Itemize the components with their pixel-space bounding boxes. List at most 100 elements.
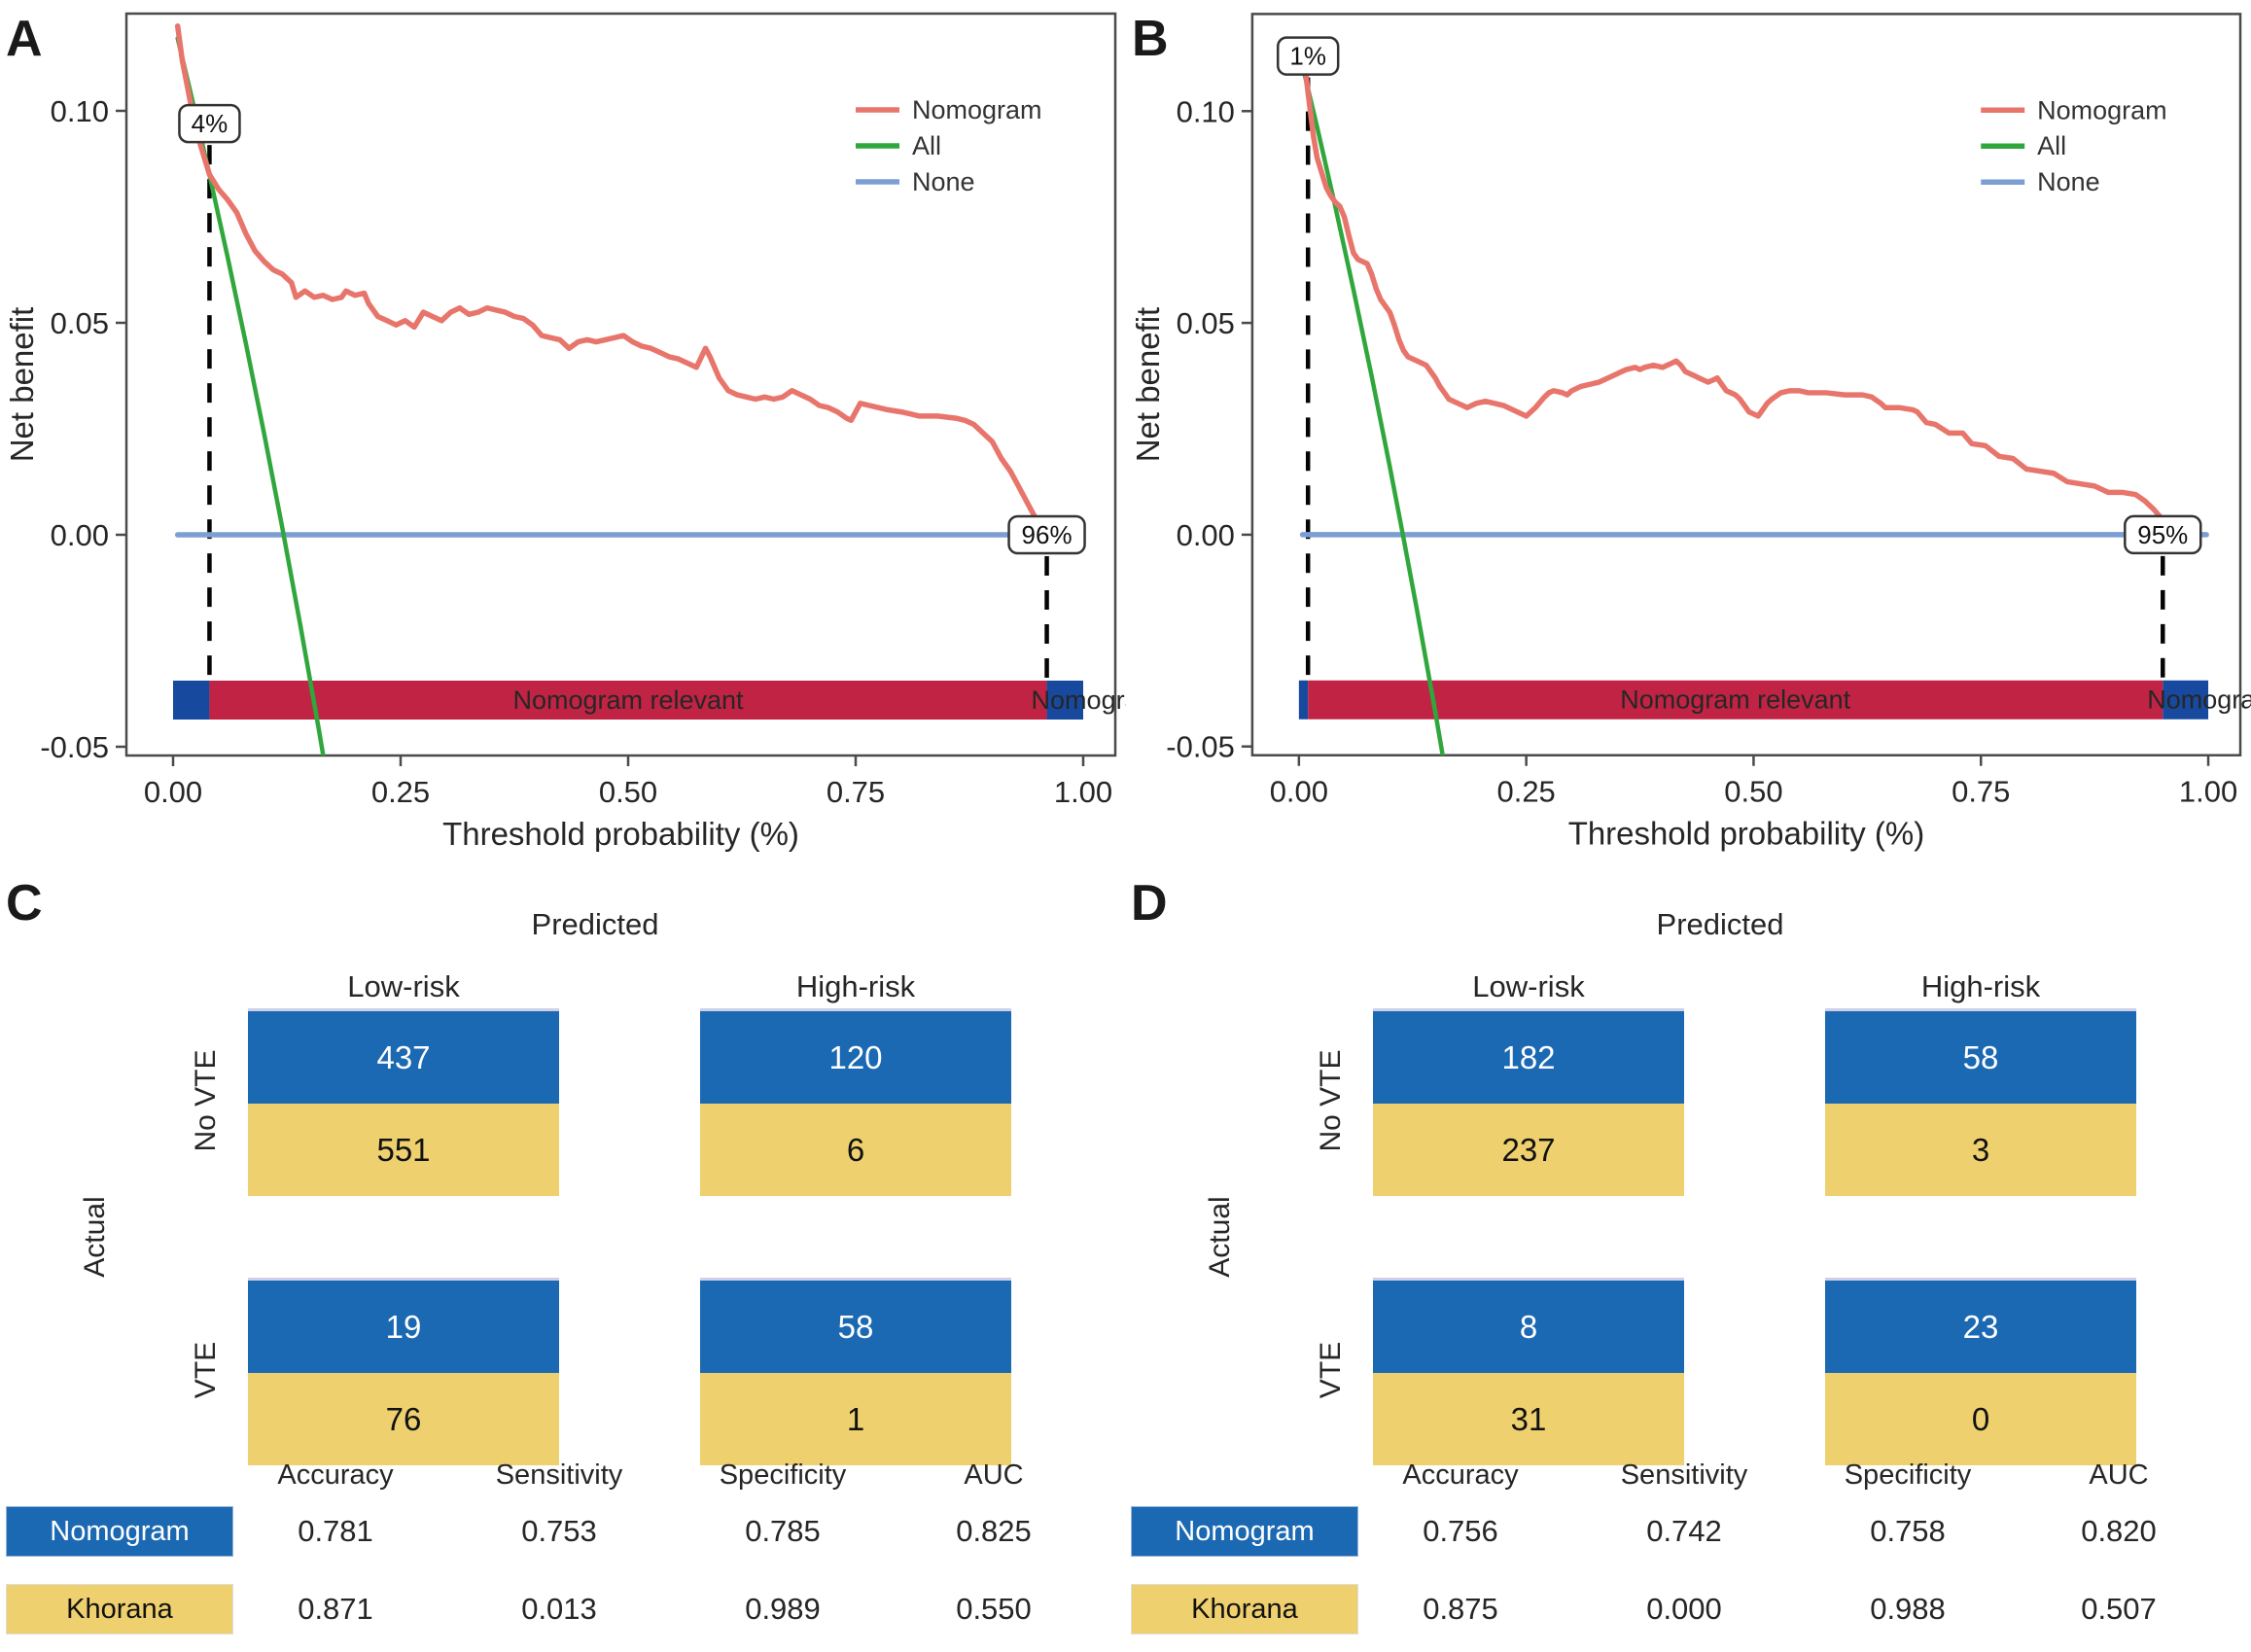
- svg-text:4%: 4%: [192, 109, 229, 138]
- band-relevant-label: Nomogram relevant: [1620, 685, 1850, 715]
- column-header-low-risk: Low-risk: [1472, 969, 1585, 1003]
- khorana-sensitivity: 0.013: [521, 1592, 597, 1626]
- nomogram-count: 437: [248, 1008, 559, 1104]
- cell-novte-highrisk: 120 6: [700, 1008, 1011, 1196]
- svg-text:0.00: 0.00: [1270, 775, 1328, 809]
- svg-text:0.05: 0.05: [51, 306, 109, 340]
- svg-text:0.25: 0.25: [1497, 775, 1556, 809]
- svg-text:1.00: 1.00: [2179, 775, 2237, 809]
- nomogram-accuracy: 0.781: [298, 1514, 373, 1548]
- nomogram-count: 8: [1373, 1278, 1684, 1373]
- metric-header-auc: AUC: [2089, 1459, 2149, 1491]
- khorana-specificity: 0.989: [745, 1592, 821, 1626]
- nomogram-count: 120: [700, 1008, 1011, 1104]
- svg-text:0.75: 0.75: [827, 775, 885, 809]
- svg-text:-0.05: -0.05: [1166, 730, 1235, 764]
- panel-label-c: C: [6, 875, 43, 931]
- nomogram-curve: [1299, 40, 2166, 523]
- threshold-annotation-low: 1%: [1276, 36, 1340, 76]
- actual-axis-label: Actual: [1204, 1196, 1236, 1278]
- khorana-auc: 0.550: [956, 1592, 1032, 1626]
- legend-label-none: None: [912, 167, 975, 196]
- svg-text:0.10: 0.10: [1177, 94, 1235, 128]
- column-header-high-risk: High-risk: [1920, 969, 2041, 1003]
- nomogram-badge: Nomogram: [6, 1506, 233, 1557]
- metric-header-auc: AUC: [964, 1459, 1024, 1491]
- decision-curve-chart-b: 0.10 0.05 0.00 -0.05 0.00 0.25 0.50 0.75 1.00 Net…: [1130, 13, 2251, 852]
- row-header-no-vte: No VTE: [1315, 1049, 1347, 1152]
- nomogram-count: 58: [1825, 1008, 2136, 1104]
- khorana-count: 237: [1373, 1104, 1684, 1196]
- threshold-annotation-high: 96%: [1007, 514, 1086, 555]
- metric-header-specificity: Specificity: [719, 1459, 847, 1491]
- cell-novte-lowrisk: 437 551: [248, 1008, 559, 1196]
- nomogram-badge: Nomogram: [1131, 1506, 1358, 1557]
- threshold-annotation-high: 95%: [2124, 514, 2202, 555]
- decision-curve-row: A 0.10 0.05 0.00 -0.05 0.00 0.25 0.50 0.75 1.00 N…: [0, 0, 2251, 865]
- legend-label-all: All: [912, 131, 941, 160]
- svg-text:0.05: 0.05: [1177, 306, 1235, 340]
- nomogram-specificity: 0.785: [745, 1514, 821, 1548]
- khorana-specificity: 0.988: [1870, 1592, 1946, 1626]
- nomogram-count: 182: [1373, 1008, 1684, 1104]
- panel-label-d: D: [1131, 875, 1168, 931]
- nomogram-accuracy: 0.756: [1423, 1514, 1498, 1548]
- khorana-count: 0: [1825, 1373, 2136, 1465]
- panel-b-decision-curve: B 0.10 0.05 0.00 -0.05 0.00 0.25 0.50 0.75 1.00 N…: [1126, 0, 2251, 865]
- panel-label-b: B: [1132, 11, 1169, 67]
- khorana-count: 1: [700, 1373, 1011, 1465]
- khorana-count: 551: [248, 1104, 559, 1196]
- panel-a-decision-curve: A 0.10 0.05 0.00 -0.05 0.00 0.25 0.50 0.75 1.00 N…: [0, 0, 1126, 865]
- svg-text:96%: 96%: [1022, 520, 1073, 549]
- nomogram-count: 19: [248, 1278, 559, 1373]
- nomogram-specificity: 0.758: [1870, 1514, 1946, 1548]
- khorana-count: 31: [1373, 1373, 1684, 1465]
- svg-text:0.10: 0.10: [51, 94, 109, 128]
- actual-axis-label: Actual: [79, 1196, 111, 1278]
- x-axis: 0.00 0.25 0.50 0.75 1.00: [144, 756, 1112, 809]
- nomogram-sensitivity: 0.753: [521, 1514, 597, 1548]
- legend-label-nomogram: Nomogram: [2037, 95, 2166, 124]
- cell-vte-lowrisk: 8 31: [1373, 1278, 1684, 1465]
- legend: Nomogram All None: [856, 95, 1042, 196]
- cell-vte-highrisk: 23 0: [1825, 1278, 2136, 1465]
- panel-d-confusion-matrix: D Predicted Low-risk High-risk Actual No…: [1125, 864, 2250, 1652]
- legend-label-none: None: [2037, 167, 2099, 196]
- khorana-badge: Khorana: [1131, 1584, 1358, 1634]
- nomogram-curve: [174, 23, 1048, 536]
- cell-vte-lowrisk: 19 76: [248, 1278, 559, 1465]
- khorana-sensitivity: 0.000: [1646, 1592, 1722, 1626]
- metric-header-specificity: Specificity: [1844, 1459, 1972, 1491]
- row-header-no-vte: No VTE: [190, 1049, 222, 1152]
- svg-text:0.50: 0.50: [599, 775, 657, 809]
- cell-vte-highrisk: 58 1: [700, 1278, 1011, 1465]
- x-axis-title: Threshold probability (%): [1568, 816, 1924, 852]
- y-axis-title: Net benefit: [1130, 307, 1166, 462]
- column-header-low-risk: Low-risk: [347, 969, 460, 1003]
- metric-header-accuracy: Accuracy: [1402, 1459, 1519, 1491]
- svg-text:0.25: 0.25: [371, 775, 430, 809]
- svg-text:0.75: 0.75: [1952, 775, 2010, 809]
- cell-novte-highrisk: 58 3: [1825, 1008, 2136, 1196]
- khorana-count: 6: [700, 1104, 1011, 1196]
- svg-text:1.00: 1.00: [1054, 775, 1112, 809]
- band-irrelevant-label: Nomogram irrelevant: [2147, 685, 2251, 715]
- y-axis: 0.10 0.05 0.00 -0.05: [1166, 94, 1252, 764]
- svg-text:0.50: 0.50: [1724, 775, 1782, 809]
- x-axis: 0.00 0.25 0.50 0.75 1.00: [1270, 755, 2237, 809]
- legend-label-nomogram: Nomogram: [912, 95, 1042, 124]
- svg-text:0.00: 0.00: [1177, 518, 1235, 552]
- svg-text:95%: 95%: [2137, 520, 2188, 549]
- decision-curve-chart-a: 0.10 0.05 0.00 -0.05 0.00 0.25 0.50 0.75 1.00 Net…: [4, 12, 1126, 852]
- band-irrelevant-label: Nomogram irrelevant: [1032, 685, 1126, 715]
- khorana-auc: 0.507: [2081, 1592, 2157, 1626]
- nomogram-count: 58: [700, 1278, 1011, 1373]
- khorana-count: 76: [248, 1373, 559, 1465]
- cell-novte-lowrisk: 182 237: [1373, 1008, 1684, 1196]
- svg-text:0.00: 0.00: [51, 518, 109, 552]
- khorana-accuracy: 0.871: [298, 1592, 373, 1626]
- nomogram-auc: 0.820: [2081, 1514, 2157, 1548]
- nomogram-count: 23: [1825, 1278, 2136, 1373]
- khorana-badge: Khorana: [6, 1584, 233, 1634]
